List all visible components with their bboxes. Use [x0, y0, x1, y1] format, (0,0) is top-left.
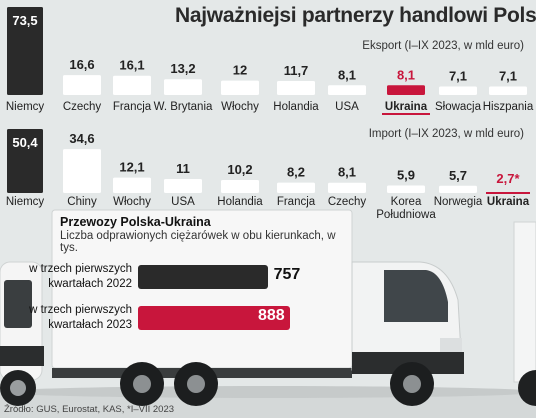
category-label-1-0: Niemcy: [6, 196, 45, 208]
category-label-0-2: Francja: [113, 101, 152, 113]
bar-value-0-3: 13,2: [170, 61, 195, 76]
bar-value-1-2: 12,1: [119, 160, 144, 175]
transport-label-2022: w trzech pierwszych kwartałach 2022: [29, 263, 132, 290]
bar-value-1-0: 50,4: [12, 135, 38, 150]
bar-0-5: [277, 80, 315, 95]
bar-value-0-2: 16,1: [119, 58, 144, 73]
transport-bar-2023: [138, 306, 290, 330]
bar-value-1-7: 5,9: [397, 168, 415, 183]
bar-1-5: [277, 182, 315, 193]
bar-1-4: [221, 180, 259, 193]
bar-value-0-1: 16,6: [69, 57, 94, 72]
bar-1-1: [63, 149, 101, 193]
transport-panel: Przewozy Polska-Ukraina Liczba odprawion…: [60, 215, 340, 254]
bar-value-0-8: 7,1: [449, 68, 467, 83]
bar-value-0-9: 7,1: [499, 68, 517, 83]
bar-1-0: [7, 129, 43, 193]
bar-0-0: [7, 7, 43, 95]
bar-1-3: [164, 179, 202, 193]
category-label-0-3: W. Brytania: [154, 101, 213, 113]
category-label-1-5: Francja: [277, 196, 316, 208]
bar-1-6: [328, 182, 366, 193]
bar-value-1-1: 34,6: [69, 131, 94, 146]
bar-1-7: [387, 185, 425, 193]
category-label-0-1: Czechy: [63, 101, 102, 113]
category-label-1-9: Ukraina: [487, 196, 530, 208]
category-label-0-9: Hiszpania: [483, 101, 534, 113]
transport-bar-2022: [138, 265, 268, 289]
category-label-1-4: Holandia: [217, 196, 263, 208]
bar-0-6: [328, 85, 366, 95]
bar-value-0-4: 12: [233, 63, 247, 78]
bar-value-0-6: 8,1: [338, 67, 356, 82]
bar-value-1-9: 2,7*: [496, 171, 520, 186]
category-label-1-6: Czechy: [328, 196, 367, 208]
category-label-0-5: Holandia: [273, 101, 319, 113]
bar-value-1-4: 10,2: [227, 162, 252, 177]
transport-row-2023: w trzech pierwszych kwartałach 2023 888: [14, 303, 314, 337]
bar-0-1: [63, 75, 101, 95]
category-label-1-8: Norwegia: [434, 196, 483, 208]
category-label-0-6: USA: [335, 101, 359, 113]
bar-value-1-5: 8,2: [287, 165, 305, 180]
transport-title: Przewozy Polska-Ukraina: [60, 215, 211, 229]
import-subtitle: Import (I–IX 2023, w mld euro): [368, 128, 524, 140]
chart-title: Najważniejsi partnerzy handlowi Polski: [175, 4, 536, 27]
category-label-1-2: Włochy: [113, 196, 151, 208]
transport-value-2022: 757: [273, 266, 301, 283]
category-label-1-1: Chiny: [67, 196, 97, 208]
bar-value-1-3: 11: [176, 161, 190, 176]
export-subtitle: Eksport (I–IX 2023, w mld euro): [362, 40, 524, 52]
category-label-1-3: USA: [171, 196, 195, 208]
source-note: Źródło: GUS, Eurostat, KAS, *I–VII 2023: [4, 404, 175, 415]
bar-0-7: [387, 85, 425, 95]
bar-0-9: [489, 86, 527, 95]
bar-0-3: [164, 79, 202, 95]
bar-value-0-5: 11,7: [284, 63, 309, 78]
bar-1-2: [113, 177, 151, 193]
category-label-1-7: Korea: [391, 196, 422, 208]
transport-row-2022: w trzech pierwszych kwartałach 2022 757: [14, 262, 314, 296]
bar-0-2: [113, 75, 151, 95]
bar-1-8: [439, 185, 477, 193]
category-label-0-4: Włochy: [221, 101, 259, 113]
transport-value-2023: 888: [258, 307, 285, 324]
bar-0-8: [439, 86, 477, 95]
bar-value-1-6: 8,1: [338, 165, 356, 180]
bar-0-4: [221, 80, 259, 95]
bar-value-0-7: 8,1: [397, 67, 415, 82]
transport-label-2023: w trzech pierwszych kwartałach 2023: [29, 304, 132, 331]
category-label-0-8: Słowacja: [435, 101, 482, 113]
bar-value-0-0: 73,5: [12, 13, 37, 28]
category-label-0-0: Niemcy: [6, 101, 45, 113]
category-label-1-7: Południowa: [376, 209, 436, 221]
transport-subtitle: Liczba odprawionych ciężarówek w obu kie…: [60, 230, 336, 254]
category-label-0-7: Ukraina: [385, 101, 428, 113]
bar-value-1-8: 5,7: [449, 168, 467, 183]
